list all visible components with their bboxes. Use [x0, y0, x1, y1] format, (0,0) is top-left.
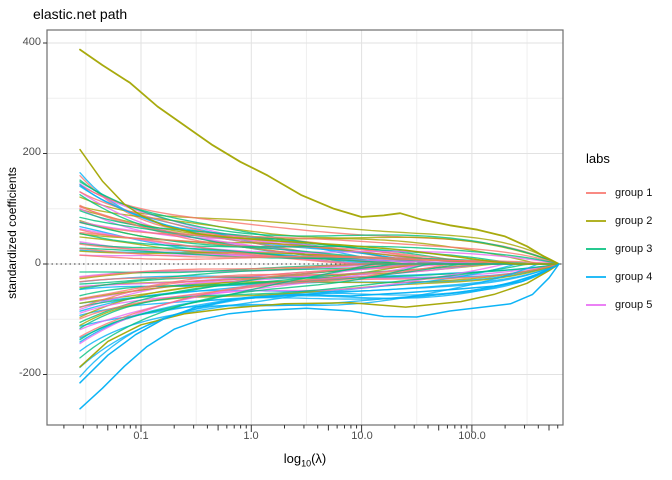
coefficient-path — [79, 221, 560, 265]
coefficient-path — [79, 250, 560, 265]
legend-label-group-1: group 1 — [615, 187, 653, 199]
legend-key-line-group-3 — [586, 248, 606, 250]
coefficient-path — [79, 205, 560, 265]
legend-label-group-5: group 5 — [615, 299, 653, 311]
plot-title: elastic.net path — [33, 6, 128, 22]
y-axis-ticks — [43, 42, 47, 375]
legend-item-group-1: group 1 — [586, 179, 652, 207]
y-tick-label-200: 200 — [22, 146, 41, 158]
legend-title: labs — [586, 151, 610, 166]
panel-border — [46, 29, 564, 426]
legend-key-line-group-1 — [586, 192, 606, 194]
coefficient-path — [79, 263, 560, 329]
legend-key-line-group-5 — [586, 304, 606, 306]
legend: labs group 1 group 2 group 3 group 4 gro… — [586, 151, 652, 319]
legend-label-group-4: group 4 — [615, 271, 653, 283]
x-axis-title-rest: (λ) — [311, 451, 327, 466]
x-tick-label-1.0: 1.0 — [243, 430, 259, 442]
coefficient-path — [79, 247, 560, 265]
legend-key-line-group-4 — [586, 276, 606, 278]
y-tick-label-neg200: -200 — [18, 367, 41, 379]
coefficient-path — [79, 48, 560, 265]
coefficient-path — [79, 181, 560, 265]
legend-key-line-group-2 — [586, 220, 606, 222]
y-tick-label-0: 0 — [34, 257, 41, 269]
legend-item-group-5: group 5 — [586, 291, 652, 319]
x-tick-label-10.0: 10.0 — [351, 430, 373, 442]
coefficient-path — [79, 263, 560, 410]
coefficient-path — [79, 228, 560, 265]
legend-label-group-2: group 2 — [615, 215, 653, 227]
y-axis-title: standardized coefficients — [5, 167, 19, 299]
coefficient-path — [79, 263, 560, 339]
y-tick-label-400: 400 — [22, 36, 41, 48]
x-axis-log-ticks — [63, 425, 559, 432]
coefficient-path — [79, 263, 560, 320]
x-axis-title-main: log — [283, 451, 302, 466]
x-axis-title: log10(λ) — [284, 451, 327, 469]
x-axis-title-sub: 10 — [301, 458, 312, 469]
x-tick-label-100.0: 100.0 — [458, 430, 486, 442]
x-tick-label-0.1: 0.1 — [133, 430, 149, 442]
coefficient-path — [79, 210, 560, 265]
coefficient-path — [79, 263, 560, 300]
legend-item-group-2: group 2 — [586, 207, 652, 235]
legend-label-group-3: group 3 — [615, 243, 653, 255]
coefficient-path — [79, 148, 560, 265]
coefficient-path — [79, 263, 560, 359]
coefficient-paths — [79, 48, 560, 410]
coefficient-path — [79, 263, 560, 384]
coefficient-path — [79, 263, 560, 368]
legend-item-group-3: group 3 — [586, 235, 652, 263]
legend-item-group-4: group 4 — [586, 263, 652, 291]
